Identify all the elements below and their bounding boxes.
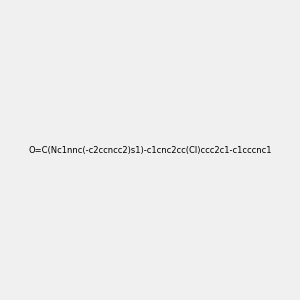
Text: O=C(Nc1nnc(-c2ccncc2)s1)-c1cnc2cc(Cl)ccc2c1-c1cccnc1: O=C(Nc1nnc(-c2ccncc2)s1)-c1cnc2cc(Cl)ccc… (28, 146, 272, 154)
